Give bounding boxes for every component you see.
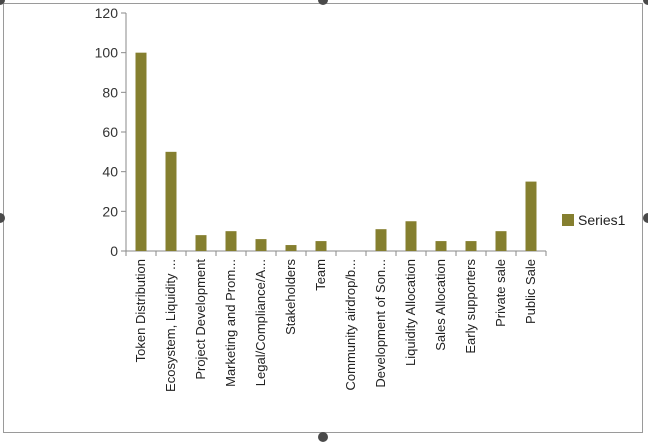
x-tick-label: Community airdrop/b... [343, 259, 358, 391]
x-tick-label: Public Sale [523, 259, 538, 324]
y-tick-label: 60 [102, 124, 118, 140]
x-tick-label: Token Distribution [133, 259, 148, 362]
resize-handle-top-left[interactable] [0, 0, 5, 5]
bar [435, 241, 447, 251]
y-tick-label: 0 [110, 243, 118, 259]
x-tick-label: Sales Allocation [433, 259, 448, 351]
legend-swatch [562, 214, 574, 226]
x-tick-label: Development of Son... [373, 259, 388, 388]
bar [315, 241, 327, 251]
x-tick-label: Ecosystem, Liquidity ... [163, 259, 178, 392]
bar [225, 231, 237, 251]
resize-handle-top-center[interactable] [318, 0, 328, 5]
bar [405, 221, 417, 251]
resize-handle-top-right[interactable] [643, 0, 648, 5]
bars [135, 52, 537, 251]
y-tick-label: 120 [95, 5, 119, 21]
bar [495, 231, 507, 251]
y-axis: 0 20 40 60 80 100 120 [95, 5, 127, 259]
x-tick-label: Early supporters [463, 259, 478, 354]
resize-handle-middle-left[interactable] [0, 213, 5, 223]
x-tick-label: Private sale [493, 259, 508, 327]
y-tick-label: 20 [102, 203, 118, 219]
bar [525, 181, 537, 251]
x-tick-label: Liquidity Allocation [403, 259, 418, 366]
bar [285, 245, 297, 251]
x-axis: Token Distribution Ecosystem, Liquidity .… [125, 250, 547, 392]
y-tick-label: 40 [102, 164, 118, 180]
x-tick-label: Marketing and Prom... [223, 259, 238, 387]
bar [255, 239, 267, 251]
x-tick-label: Project Development [193, 259, 208, 380]
bar [195, 235, 207, 251]
x-tick-label: Team [313, 259, 328, 291]
legend-label: Series1 [578, 212, 626, 228]
y-tick-label: 100 [95, 45, 119, 61]
y-tick-label: 80 [102, 84, 118, 100]
x-tick-label: Stakeholders [283, 259, 298, 335]
legend: Series1 [562, 212, 626, 228]
resize-handle-middle-right[interactable] [643, 213, 648, 223]
bar [135, 52, 147, 251]
bar [375, 229, 387, 251]
bar [165, 151, 177, 251]
x-tick-label: Legal/Compliance/A... [253, 259, 268, 386]
bar [465, 241, 477, 251]
